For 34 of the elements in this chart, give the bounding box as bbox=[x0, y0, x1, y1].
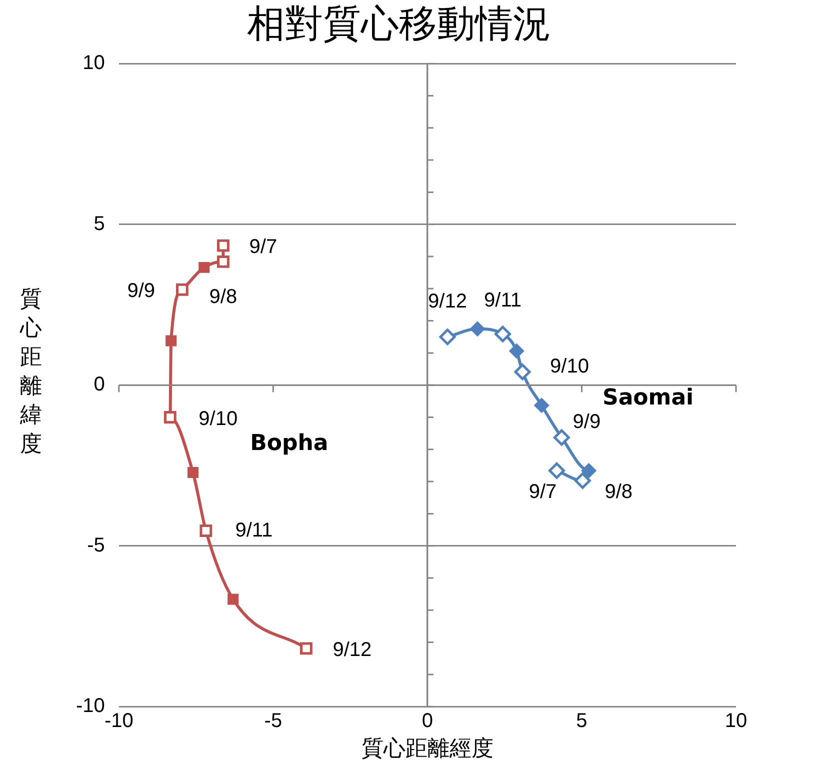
annotation: 9/12 bbox=[332, 638, 372, 661]
series-label: Saomai bbox=[602, 386, 694, 411]
annotation: 9/11 bbox=[235, 519, 273, 542]
x-tick-label: 10 bbox=[724, 710, 748, 732]
chart-title: 相對質心移動情況 bbox=[247, 2, 551, 46]
annotation: 9/10 bbox=[198, 408, 238, 430]
annotation: 9/7 bbox=[249, 236, 278, 258]
annotation: 9/9 bbox=[572, 411, 601, 434]
point bbox=[509, 344, 524, 358]
x-tick-label: -5 bbox=[264, 710, 282, 732]
point bbox=[228, 594, 239, 605]
point bbox=[187, 467, 198, 478]
text: Bopha bbox=[250, 430, 328, 456]
y-tick-label: 10 bbox=[82, 52, 105, 74]
x-axis-title: 質心距離經度 bbox=[361, 736, 494, 762]
y-tick-label: 5 bbox=[94, 212, 105, 235]
annotation: 9/10 bbox=[550, 355, 589, 378]
point bbox=[534, 398, 549, 413]
x-tick-label: 5 bbox=[576, 710, 588, 732]
annotation: 9/9 bbox=[127, 280, 156, 302]
point bbox=[166, 335, 177, 346]
y-axis-title: 質心距離緯度 bbox=[18, 286, 43, 459]
annotation: 9/12 bbox=[428, 290, 467, 312]
point bbox=[198, 262, 210, 273]
annotation: 9/8 bbox=[604, 481, 633, 504]
point bbox=[582, 463, 596, 478]
annotation: 9/7 bbox=[528, 481, 557, 504]
y-tick-label: -10 bbox=[76, 695, 105, 718]
y-tick-label: -5 bbox=[87, 534, 105, 556]
y-tick-label: 0 bbox=[94, 374, 105, 396]
point bbox=[470, 322, 485, 336]
x-tick-label: 0 bbox=[422, 710, 434, 732]
annotation: 9/11 bbox=[484, 289, 522, 312]
annotation: 9/8 bbox=[209, 286, 238, 308]
